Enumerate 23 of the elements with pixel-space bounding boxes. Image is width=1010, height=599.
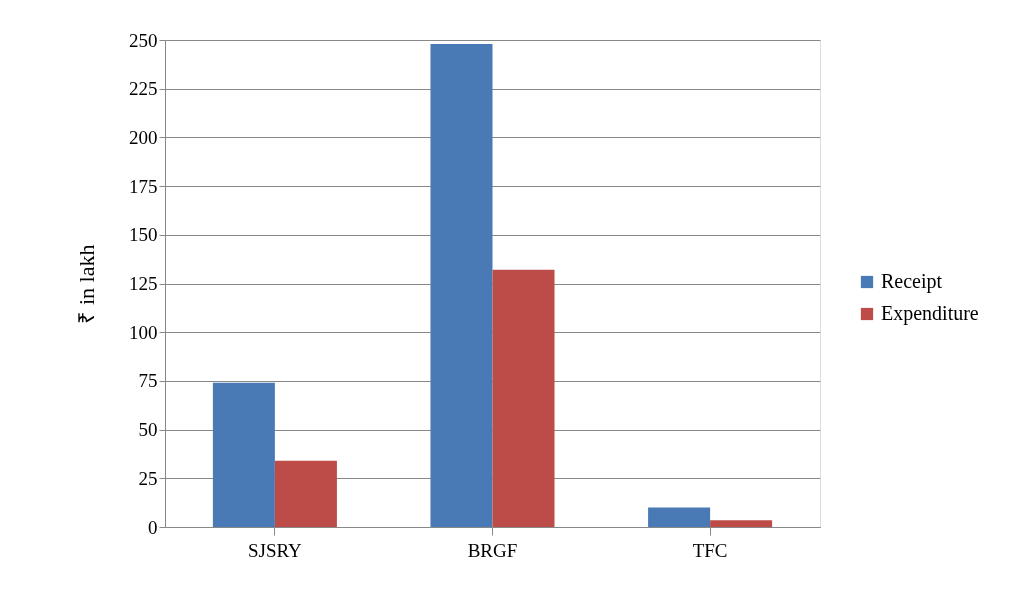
y-tick-label: 200 <box>129 126 158 148</box>
y-tick-label: 250 <box>129 29 158 51</box>
bar <box>492 269 555 527</box>
y-tick-label: 175 <box>129 175 158 197</box>
y-tick-label: 100 <box>129 321 158 343</box>
bar <box>274 460 337 527</box>
y-tick-label: 150 <box>129 224 158 246</box>
bar <box>648 507 711 527</box>
bar <box>212 382 275 527</box>
y-tick-label: 50 <box>138 419 158 441</box>
bar <box>430 43 493 527</box>
x-tick-label: BRGF <box>467 539 518 561</box>
legend-label: Receipt <box>881 270 943 293</box>
bar <box>710 520 773 527</box>
legend-label: Expenditure <box>881 302 979 325</box>
y-tick-label: 125 <box>129 273 158 294</box>
x-tick-label: TFC <box>692 539 728 561</box>
y-tick-label: 25 <box>138 467 158 489</box>
y-axis-title: ₹ in lakh <box>74 244 99 324</box>
x-tick-label: SJSRY <box>247 539 303 561</box>
y-tick-label: 225 <box>129 78 158 100</box>
y-tick-label: 0 <box>148 516 158 538</box>
y-tick-label: 75 <box>138 370 158 392</box>
